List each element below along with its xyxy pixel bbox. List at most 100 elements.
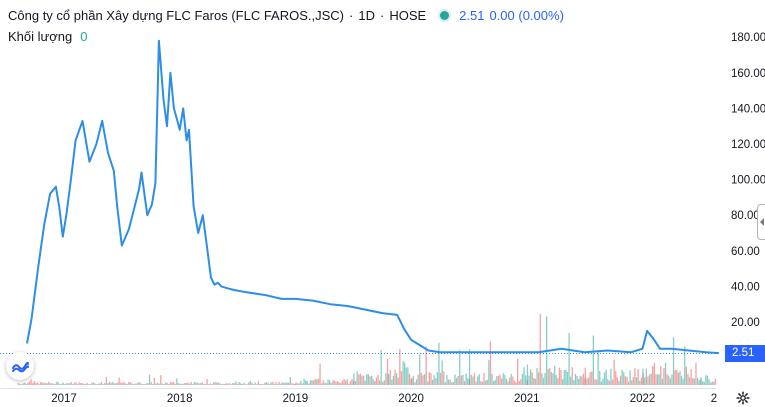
volume-bar (254, 382, 256, 385)
volume-bar (607, 379, 609, 385)
volume-bar (283, 382, 285, 385)
volume-bar (224, 383, 226, 385)
y-tick-label: 180.00 (731, 32, 765, 44)
volume-bar (278, 381, 280, 385)
y-tick-label: 100.00 (731, 175, 765, 187)
volume-bar (648, 374, 651, 385)
volume-bar (679, 371, 681, 385)
volume-bar (410, 378, 412, 385)
volume-bar (330, 383, 332, 385)
volume-bar (378, 380, 381, 385)
volume-bar (698, 380, 700, 385)
volume-bar (256, 384, 258, 385)
volume-bar (298, 383, 300, 385)
volume-bar (489, 341, 492, 385)
volume-bar (629, 370, 631, 385)
volume-bar (309, 380, 312, 385)
volume-value: 0 (80, 29, 88, 44)
volume-bar (49, 383, 51, 385)
volume-bar (367, 374, 369, 385)
x-tick-label: 2018 (167, 393, 193, 405)
volume-bar (184, 383, 186, 385)
volume-bar (706, 375, 709, 385)
volume-bar (557, 378, 559, 385)
volume-bar (297, 383, 299, 385)
volume-bar (166, 382, 168, 385)
volume-bar (158, 383, 160, 385)
volume-bar (172, 382, 175, 385)
volume-bar (115, 383, 117, 385)
volume-bar (399, 348, 401, 385)
volume-bar (343, 378, 345, 385)
volume-bar (666, 374, 668, 385)
volume-bar (41, 382, 43, 385)
volume-bar (417, 374, 419, 385)
x-tick-label: 2021 (514, 393, 540, 405)
volume-bar (76, 384, 79, 385)
volume-bar (499, 374, 501, 385)
volume-bar (243, 382, 245, 385)
volume-bar (284, 382, 287, 385)
volume-bar (275, 382, 277, 385)
interval-label: 1D (358, 8, 375, 23)
volume-bar (497, 375, 500, 385)
volume-bar (120, 382, 122, 385)
volume-bar (78, 382, 80, 385)
volume-bar (164, 382, 167, 385)
chevron-left-icon[interactable] (757, 204, 765, 240)
volume-bar (195, 382, 197, 385)
volume-bar (655, 374, 657, 385)
volume-bar (405, 367, 407, 385)
volume-bar (128, 382, 130, 385)
volume-bar (664, 363, 667, 385)
volume-bar (176, 378, 178, 385)
volume-bar (216, 382, 218, 385)
volume-bar (75, 382, 77, 385)
volume-bar (241, 384, 243, 385)
volume-label: Khối lượng (8, 29, 73, 44)
volume-bar (402, 361, 404, 385)
volume-bar (281, 382, 283, 385)
volume-bar (208, 384, 210, 385)
volume-bar (573, 380, 575, 385)
volume-bar (361, 375, 363, 385)
volume-bar (348, 383, 350, 385)
volume-bar (91, 382, 93, 385)
volume-bar (340, 382, 342, 385)
volume-bar (616, 377, 618, 385)
wave-logo-icon[interactable] (6, 352, 34, 380)
volume-bar (386, 358, 389, 385)
gear-icon[interactable] (736, 391, 750, 405)
volume-bar (433, 375, 435, 385)
volume-bar (377, 375, 379, 385)
volume-bar (454, 374, 456, 385)
volume-bar (102, 384, 104, 385)
volume-bar (148, 374, 151, 385)
volume-bar (305, 380, 307, 385)
volume-bar (385, 373, 387, 385)
volume-bar (589, 372, 591, 385)
volume-bar (525, 375, 527, 385)
volume-bar (152, 383, 154, 385)
volume-bar (496, 376, 498, 385)
volume-bar (335, 381, 337, 385)
volume-bar (408, 373, 411, 385)
volume-bar (692, 378, 694, 385)
volume-bar (428, 372, 430, 385)
volume-bar (473, 373, 476, 385)
volume-bar (222, 383, 224, 385)
volume-bar (192, 384, 194, 385)
volume-bar (22, 383, 24, 385)
volume-bar (161, 383, 163, 385)
volume-bar (20, 384, 23, 385)
volume-bar (332, 380, 334, 385)
volume-bar (113, 383, 115, 385)
volume-bar (300, 380, 302, 385)
volume-bar (280, 383, 282, 385)
volume-bar (118, 377, 120, 385)
volume-bar (136, 383, 138, 385)
volume-bar (112, 381, 114, 385)
y-tick-label: 160.00 (731, 68, 765, 80)
volume-bar (672, 337, 675, 385)
